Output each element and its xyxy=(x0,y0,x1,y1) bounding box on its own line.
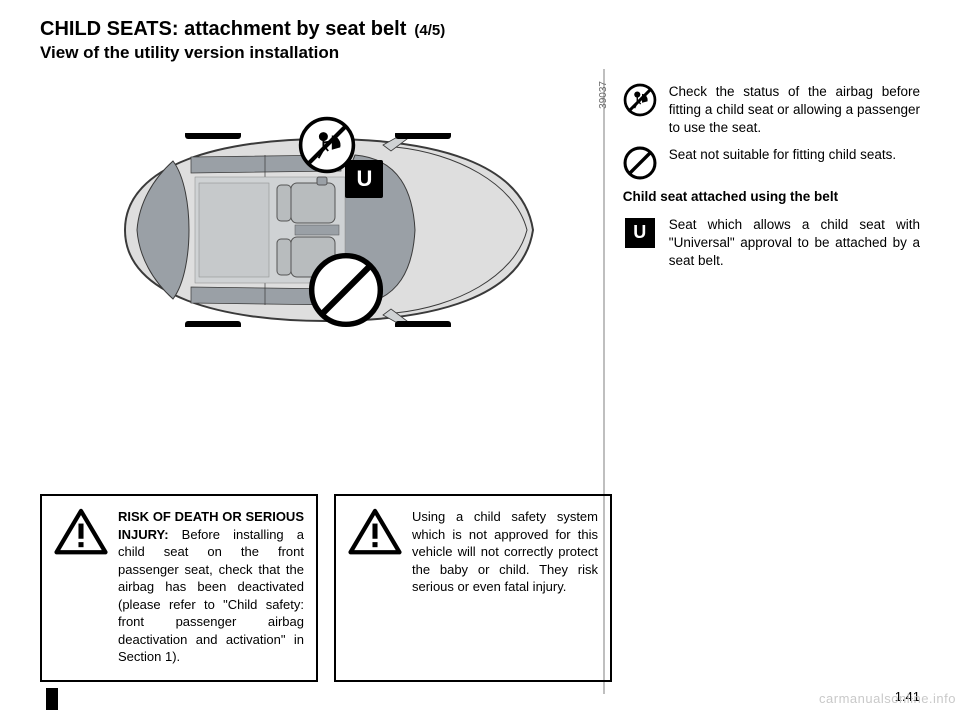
airbag-off-icon xyxy=(623,83,657,117)
title-row: CHILD SEATS: attachment by seat belt (4/… xyxy=(40,18,920,41)
warning-boxes: RISK OF DEATH OR SERIOUS INJURY: Before … xyxy=(40,494,612,682)
legend-item-universal: U Seat which allows a child seat with "U… xyxy=(623,216,920,271)
u-symbol-icon: U xyxy=(623,216,657,250)
warning-approval-text: Using a child safety system which is not… xyxy=(412,508,598,596)
u-symbol-text: U xyxy=(633,222,646,243)
warning-death-rest: Before installing a child seat on the fr… xyxy=(118,527,304,665)
prohibited-icon xyxy=(307,251,385,329)
warning-death-text: RISK OF DEATH OR SERIOUS INJURY: Before … xyxy=(118,508,304,666)
footer-mark-icon xyxy=(46,688,58,710)
legend-item-notsuitable: Seat not suitable for fitting child seat… xyxy=(623,146,920,180)
subtitle: View of the utility version installation xyxy=(40,43,920,63)
legend-item-airbag: Check the status of the airbag before fi… xyxy=(623,83,920,138)
belt-heading: Child seat attached using the belt xyxy=(623,188,920,206)
page: CHILD SEATS: attachment by seat belt (4/… xyxy=(0,0,960,710)
car-diagram: 39037 xyxy=(57,75,577,405)
title-main: CHILD SEATS: attachment by seat belt xyxy=(40,18,406,41)
legend-item-airbag-text: Check the status of the airbag before fi… xyxy=(669,83,920,138)
warning-triangle-icon xyxy=(348,508,402,556)
prohibited-icon xyxy=(623,146,657,180)
warning-box-approval: Using a child safety system which is not… xyxy=(334,494,612,682)
legend-item-notsuitable-text: Seat not suitable for fitting child seat… xyxy=(669,146,896,164)
title-part: (4/5) xyxy=(414,22,445,39)
watermark: carmanualsonline.info xyxy=(819,691,956,706)
u-badge-text: U xyxy=(356,166,372,192)
airbag-off-icon xyxy=(297,115,357,175)
warning-approval-body: Using a child safety system which is not… xyxy=(412,508,598,596)
warning-box-death: RISK OF DEATH OR SERIOUS INJURY: Before … xyxy=(40,494,318,682)
warning-triangle-icon xyxy=(54,508,108,556)
right-column: Check the status of the airbag before fi… xyxy=(623,69,920,694)
legend-item-universal-text: Seat which allows a child seat with "Uni… xyxy=(669,216,920,271)
image-code: 39037 xyxy=(597,81,608,109)
